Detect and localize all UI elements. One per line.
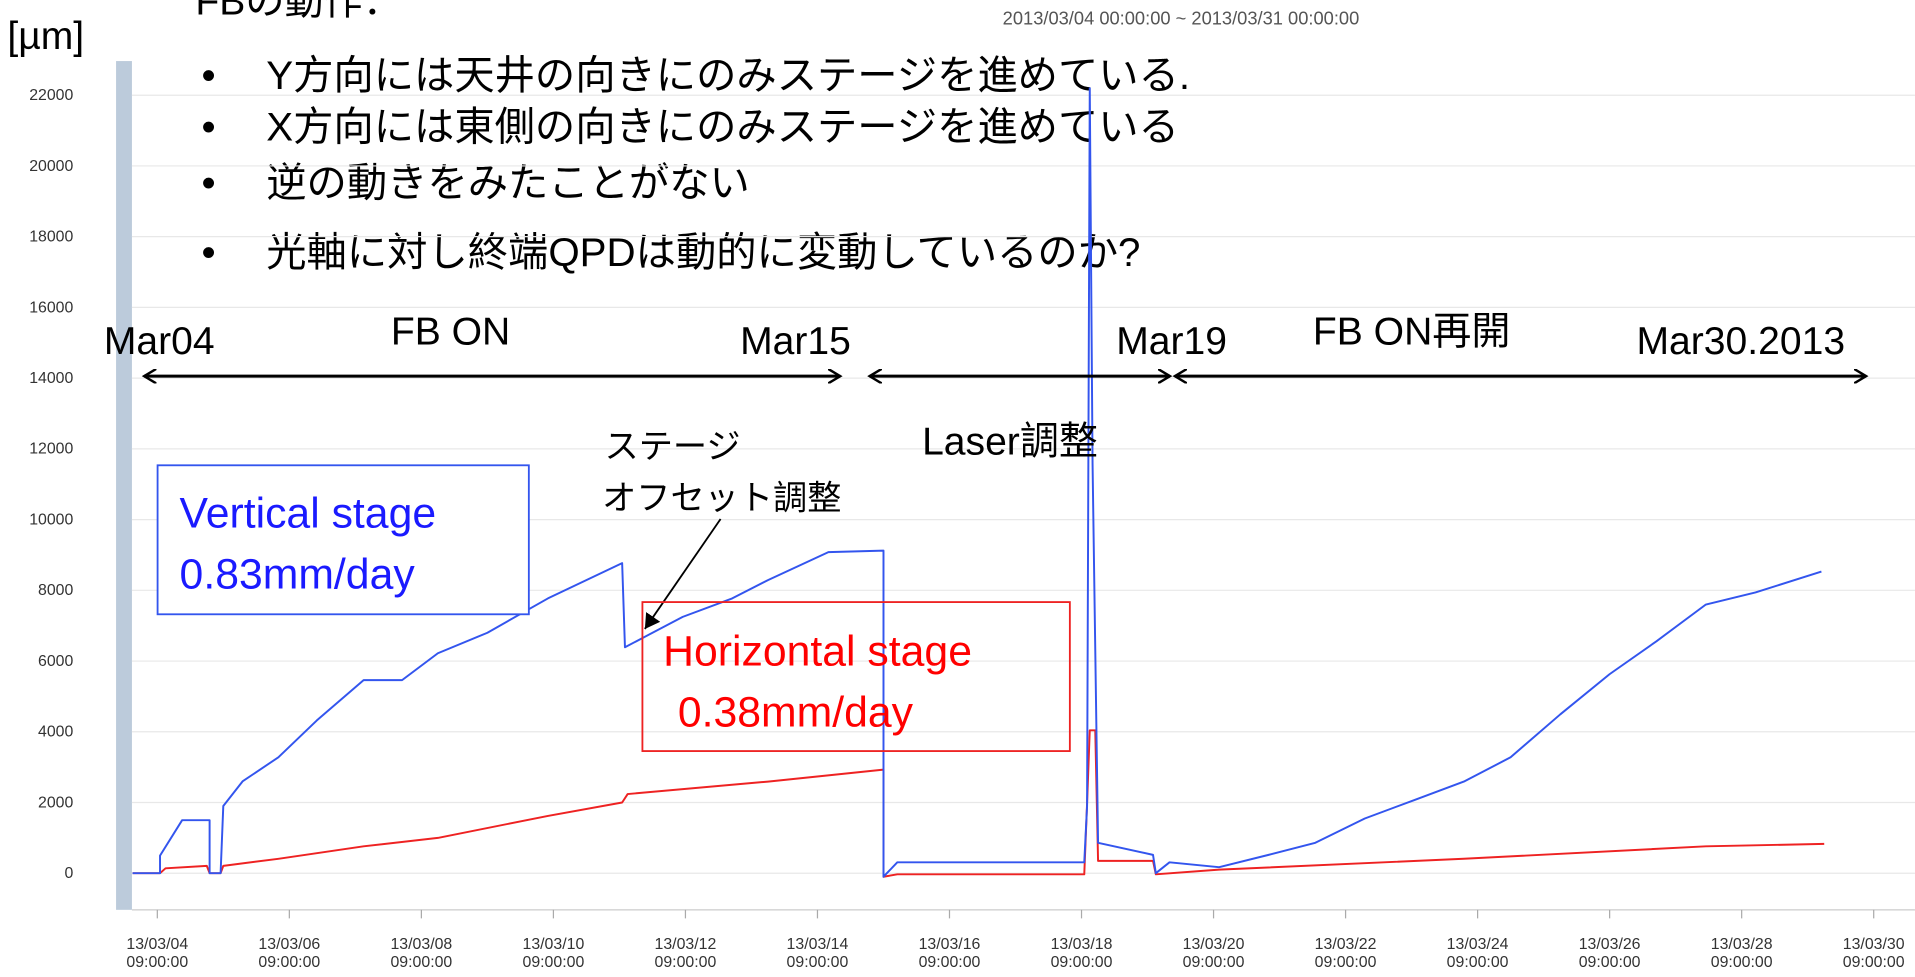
- x-tick-label: 13/03/24 09:00:00: [1446, 934, 1509, 971]
- legend-rate: 0.83mm/day: [180, 551, 416, 599]
- annotation: FB ON: [391, 310, 510, 353]
- bullet-dot: •: [202, 161, 216, 206]
- x-tick-label-box: 13/03/18 09:00:00: [1050, 934, 1113, 971]
- y-tick-label: 14000: [29, 370, 73, 387]
- x-tick-label-box: 13/03/04 09:00:00: [126, 934, 189, 971]
- pointer-arrow: [644, 518, 722, 630]
- y-tick-label: 10000: [29, 511, 73, 528]
- annotation: Mar30.2013: [1637, 320, 1846, 363]
- bullet-text: 逆の動きをみたことがない: [266, 161, 750, 206]
- x-tick-label: 13/03/04 09:00:00: [126, 934, 189, 971]
- bullet-text: X方向には東側の向きにのみステージを進めている: [266, 104, 1179, 149]
- scroll-bar: [116, 61, 132, 910]
- x-tick-label: 13/03/14 09:00:00: [786, 934, 849, 971]
- x-tick-label: 13/03/20 09:00:00: [1182, 934, 1245, 971]
- legend-rate: 0.38mm/day: [678, 689, 914, 737]
- bullet-text: Y方向には天井の向きにのみステージを進めている.: [266, 53, 1190, 98]
- y-tick-label: 22000: [29, 87, 73, 104]
- bullet-dot: •: [202, 104, 216, 149]
- x-tick-label-box: 13/03/08 09:00:00: [390, 934, 453, 971]
- bullets: • • • • Y方向には天井の向きにのみステージを進めている. X方向には東側…: [202, 53, 1191, 275]
- annotation: ステージ: [605, 428, 741, 466]
- y-tick-label: 12000: [29, 441, 73, 458]
- series-line: [132, 729, 1825, 878]
- x-tick-label-box: 13/03/14 09:00:00: [786, 934, 849, 971]
- bullet-dot: •: [202, 53, 216, 98]
- annotation: オフセット調整: [602, 479, 841, 517]
- x-tick-label: 13/03/22 09:00:00: [1314, 934, 1377, 971]
- x-tick-label: 13/03/12 09:00:00: [654, 934, 717, 971]
- x-tick-label: 13/03/08 09:00:00: [390, 934, 453, 971]
- chart-title: 2013/03/04 00:00:00 ~ 2013/03/31 00:00:0…: [1003, 7, 1360, 28]
- y-tick-label: 8000: [38, 582, 73, 599]
- legend-box: [156, 464, 530, 616]
- x-tick-label-box: 13/03/30 09:00:00: [1842, 934, 1905, 971]
- x-tick-label-box: 13/03/12 09:00:00: [654, 934, 717, 971]
- y-tick-label: 4000: [38, 724, 73, 741]
- x-tick-label: 13/03/26 09:00:00: [1578, 934, 1641, 971]
- y-tick-label: 18000: [29, 229, 73, 246]
- y-tick-label: 6000: [38, 653, 73, 670]
- x-tick-label: 13/03/30 09:00:00: [1842, 934, 1905, 971]
- x-tick-label-box: 13/03/24 09:00:00: [1446, 934, 1509, 971]
- x-tick-label-box: 13/03/16 09:00:00: [918, 934, 981, 971]
- x-tick-label-box: 13/03/10 09:00:00: [522, 934, 585, 971]
- x-tick-label: 13/03/16 09:00:00: [918, 934, 981, 971]
- legend-label: Vertical stage: [180, 490, 437, 538]
- y-unit: [µm]: [7, 15, 84, 58]
- x-tick-label-box: 13/03/22 09:00:00: [1314, 934, 1377, 971]
- slide-heading: FBの動作：: [195, 0, 401, 24]
- x-tick-label-box: 13/03/06 09:00:00: [258, 934, 321, 971]
- annotation: Mar04: [104, 320, 215, 363]
- x-tick-label: 13/03/18 09:00:00: [1050, 934, 1113, 971]
- y-tick-label: 2000: [38, 794, 73, 811]
- annotation: Laser調整: [922, 420, 1098, 463]
- annotation: FB ON再開: [1313, 310, 1511, 353]
- annotation: Mar19: [1116, 320, 1227, 363]
- bullet-text: 光軸に対し終端QPDは動的に変動しているのか?: [266, 230, 1140, 275]
- legend-label: Horizontal stage: [663, 628, 972, 676]
- x-tick-label-box: 13/03/20 09:00:00: [1182, 934, 1245, 971]
- x-tick-label-box: 13/03/28 09:00:00: [1710, 934, 1773, 971]
- bullet-dot: •: [202, 230, 216, 275]
- x-tick-label: 13/03/06 09:00:00: [258, 934, 321, 971]
- overlay: Mar04 FB ON Mar15 Mar19 FB ON再開 Mar30.20…: [104, 310, 1866, 752]
- series-line: [132, 87, 1822, 878]
- x-tick-label: 13/03/10 09:00:00: [522, 934, 585, 971]
- annotation: Mar15: [740, 320, 851, 363]
- x-tick-label: 13/03/28 09:00:00: [1710, 934, 1773, 971]
- legend-box: [641, 601, 1071, 752]
- y-tick-label: 16000: [29, 299, 73, 316]
- y-tick-label: 0: [64, 865, 73, 882]
- x-tick-label-box: 13/03/26 09:00:00: [1578, 934, 1641, 971]
- y-tick-label: 20000: [29, 158, 73, 175]
